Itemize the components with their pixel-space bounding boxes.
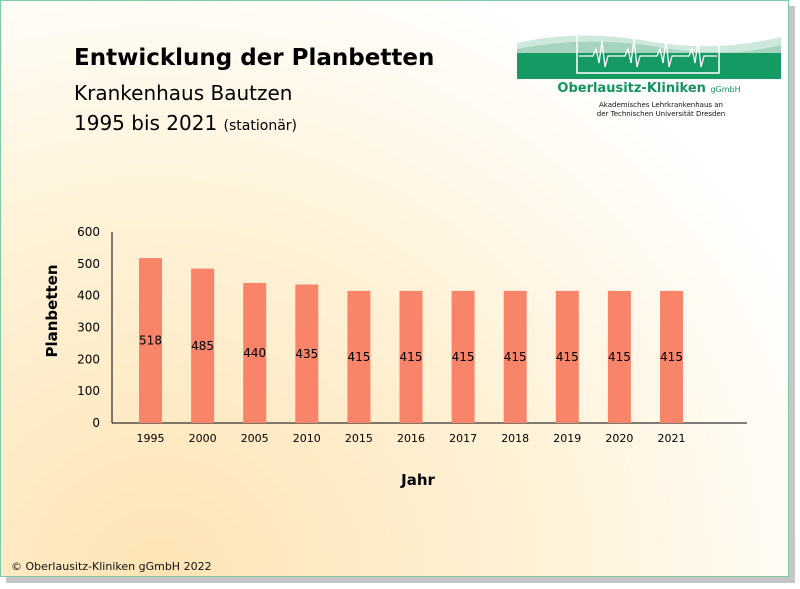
bar-value-label: 435 [295, 347, 318, 361]
y-tick-label: 300 [77, 321, 100, 335]
period-line: 1995 bis 2021 (stationär) [74, 111, 297, 135]
bar-2021 [660, 290, 683, 423]
period-note: (stationär) [223, 118, 297, 134]
x-tick-label: 2000 [189, 432, 217, 445]
bar-1995 [139, 258, 162, 423]
bar-2015 [347, 290, 371, 423]
logo-tagline-line-2: der Technischen Universität Dresden [596, 110, 726, 118]
logo-tagline: Akademisches Lehrkrankenhaus an der Tech… [581, 101, 741, 119]
bar-2016 [399, 290, 423, 423]
bar-value-label: 415 [452, 350, 475, 364]
bars [139, 258, 683, 423]
y-tick-label: 200 [77, 352, 100, 366]
x-tick-label: 1995 [137, 432, 165, 445]
bar-2017 [451, 290, 475, 423]
y-tick-label: 0 [92, 416, 100, 430]
company-logo: Oberlausitz-Kliniken gGmbH Akademisches … [517, 23, 781, 123]
bar-value-label: 415 [400, 350, 423, 364]
logo-suffix: gGmbH [710, 85, 741, 94]
x-tick-label: 2005 [241, 432, 269, 445]
x-axis-title: Jahr [400, 471, 435, 489]
x-tick-label: 2020 [605, 432, 633, 445]
y-tick-label: 100 [77, 384, 100, 398]
x-tick-label: 2017 [449, 432, 477, 445]
bar-value-label: 518 [139, 334, 162, 348]
logo-ecg-banner-icon [517, 23, 781, 79]
logo-wordmark: Oberlausitz-Kliniken gGmbH [517, 81, 781, 96]
bar-value-label: 415 [504, 350, 527, 364]
page-subtitle: Krankenhaus Bautzen [74, 81, 293, 105]
x-tick-labels: 1995 2000 2005 2010 2015 2016 2017 2018 2019 2020… [137, 432, 686, 445]
bar-value-labels: 518 485 440 435 415 415 415 415 415 415 415 [139, 334, 683, 364]
y-tick-label: 600 [77, 225, 100, 239]
copyright-notice: © Oberlausitz-Kliniken gGmbH 2022 [11, 560, 212, 573]
x-tick-label: 2018 [501, 432, 529, 445]
bar-2005 [243, 282, 267, 423]
bar-value-label: 415 [608, 350, 631, 364]
page-title: Entwicklung der Planbetten [74, 45, 435, 71]
bar-2019 [555, 290, 579, 423]
y-tick-labels: 0 100 200 300 400 500 600 [77, 225, 100, 430]
bar-2010 [295, 284, 319, 423]
x-tick-label: 2019 [553, 432, 581, 445]
bar-2000 [191, 268, 215, 423]
x-tick-label: 2015 [345, 432, 373, 445]
bar-2018 [503, 290, 527, 423]
period-range: 1995 bis 2021 [74, 111, 218, 135]
y-tick-label: 400 [77, 289, 100, 303]
bar-2020 [607, 290, 631, 423]
bar-chart: 0 100 200 300 400 500 600 1995 2000 2005 2010 2015… [43, 225, 747, 489]
logo-tagline-line-1: Akademisches Lehrkrankenhaus an [599, 101, 723, 109]
x-axis: 1995 2000 2005 2010 2015 2016 2017 2018 2019 2020… [112, 422, 747, 445]
logo-name: Oberlausitz-Kliniken [557, 81, 706, 96]
slide: Entwicklung der Planbetten Krankenhaus B… [0, 0, 789, 577]
y-tick-label: 500 [77, 257, 100, 271]
bar-value-label: 415 [556, 350, 579, 364]
y-axis: 0 100 200 300 400 500 600 [77, 225, 113, 430]
bar-value-label: 485 [191, 339, 214, 353]
y-axis-title: Planbetten [43, 264, 61, 357]
x-tick-label: 2016 [397, 432, 425, 445]
x-tick-label: 2021 [658, 432, 686, 445]
bar-value-label: 440 [243, 346, 266, 360]
bar-value-label: 415 [347, 350, 370, 364]
bar-value-label: 415 [660, 350, 683, 364]
x-tick-label: 2010 [293, 432, 321, 445]
